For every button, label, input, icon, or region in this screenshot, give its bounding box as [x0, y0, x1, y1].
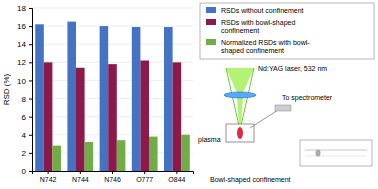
tick-label: N746 — [104, 176, 121, 183]
legend-label: Normalized RSDs with bowl-shaped confine… — [221, 39, 310, 55]
tick-mark — [29, 153, 32, 154]
tick-label: 16 — [17, 22, 26, 31]
bars — [35, 22, 190, 171]
tick: 6 — [22, 113, 32, 122]
legend-swatch — [206, 7, 216, 13]
legend-label-line: RSDs with bowl-shaped — [221, 19, 295, 27]
grid-line — [32, 26, 193, 27]
tick: 0 — [22, 167, 32, 176]
tick-mark — [176, 171, 177, 174]
bar — [100, 26, 109, 171]
annotation: Nd:YAG laser, 532 nm — [258, 65, 327, 72]
y-axis-title: RSD (%) — [2, 73, 11, 105]
bar — [132, 27, 141, 171]
tick-mark — [29, 26, 32, 27]
diagram — [224, 68, 372, 166]
legend-swatch — [206, 19, 216, 25]
legend: RSDs without confinement RSDs with bowl-s… — [200, 3, 374, 59]
fiber-head — [275, 105, 291, 111]
tick-label: 18 — [17, 4, 26, 13]
annotation: To spectrometer — [282, 94, 333, 102]
tick: N742 — [40, 171, 57, 183]
tick-mark — [29, 44, 32, 45]
tick-label: 6 — [22, 113, 27, 122]
laser-beam — [226, 68, 254, 93]
tick: 8 — [22, 95, 32, 104]
spectrometer-element — [305, 156, 367, 157]
tick-label: N744 — [72, 176, 89, 183]
spectrometer-element — [316, 150, 321, 157]
tick: 16 — [17, 22, 32, 31]
tick-label: N742 — [40, 176, 57, 183]
tick-mark — [80, 171, 81, 174]
legend-label-line: RSDs without confinement — [221, 7, 304, 14]
lens — [224, 92, 256, 98]
bar — [181, 135, 190, 171]
tick-mark — [29, 117, 32, 118]
tick-label: 8 — [22, 95, 27, 104]
tick-mark — [29, 171, 32, 172]
y-axis: 0 2 4 6 8 10 12 14 16 18 — [17, 4, 32, 176]
legend-swatch — [206, 39, 216, 45]
tick: 2 — [22, 149, 32, 158]
axis-line — [29, 9, 33, 172]
tick: O777 — [136, 171, 153, 183]
bar — [44, 62, 53, 171]
tick-mark — [48, 171, 49, 174]
tick-mark — [29, 99, 32, 100]
axis-line — [33, 172, 194, 175]
legend-label: RSDs with bowl-shapedconfinement — [221, 19, 295, 34]
spectrometer-element — [305, 150, 367, 151]
tick-label: 12 — [17, 58, 26, 67]
bar — [76, 68, 85, 171]
plasma — [237, 127, 243, 139]
annotation: plasma — [198, 136, 221, 144]
annotation: Bowl-shaped confinement — [210, 176, 291, 184]
chart: 0 2 4 6 8 10 12 14 16 18 N742 N744 N746 O777 O844 RSD (… — [0, 0, 378, 189]
tick-mark — [144, 171, 145, 174]
tick-mark — [29, 80, 32, 81]
fiber — [250, 110, 278, 128]
bar — [52, 146, 61, 171]
tick: 18 — [17, 4, 32, 13]
tick-label: O777 — [136, 176, 153, 183]
x-axis: N742 N744 N746 O777 O844 — [33, 171, 194, 183]
tick-label: 10 — [17, 77, 26, 86]
tick: O844 — [168, 171, 185, 183]
legend-label-line: Normalized RSDs with bowl- — [221, 39, 310, 46]
tick-label: 14 — [17, 40, 26, 49]
tick: N746 — [104, 171, 121, 183]
tick-mark — [29, 8, 32, 9]
tick-label: O844 — [168, 176, 185, 183]
tick-label: 4 — [22, 131, 27, 140]
bar — [117, 140, 126, 171]
tick: 10 — [17, 77, 32, 86]
tick-mark — [112, 171, 113, 174]
tick-mark — [29, 62, 32, 63]
tick: 14 — [17, 40, 32, 49]
bar — [67, 22, 76, 171]
tick: 12 — [17, 58, 32, 67]
bar — [85, 142, 94, 171]
spectrometer — [300, 140, 372, 166]
bar — [108, 64, 117, 171]
bar — [149, 137, 158, 171]
bar — [140, 61, 149, 171]
legend-label-line: shaped confinement — [221, 47, 284, 55]
grid-line — [32, 8, 193, 9]
tick-label: 2 — [22, 149, 27, 158]
legend-label-line: confinement — [221, 27, 259, 34]
bar — [35, 24, 44, 171]
legend-box — [200, 3, 374, 59]
grid — [32, 8, 193, 171]
bar — [164, 27, 173, 171]
bar — [173, 62, 182, 171]
tick: 4 — [22, 131, 32, 140]
tick-mark — [29, 135, 32, 136]
tick: N744 — [72, 171, 89, 183]
legend-label: RSDs without confinement — [221, 7, 304, 14]
tick-label: 0 — [22, 167, 27, 176]
confinement — [226, 124, 254, 142]
